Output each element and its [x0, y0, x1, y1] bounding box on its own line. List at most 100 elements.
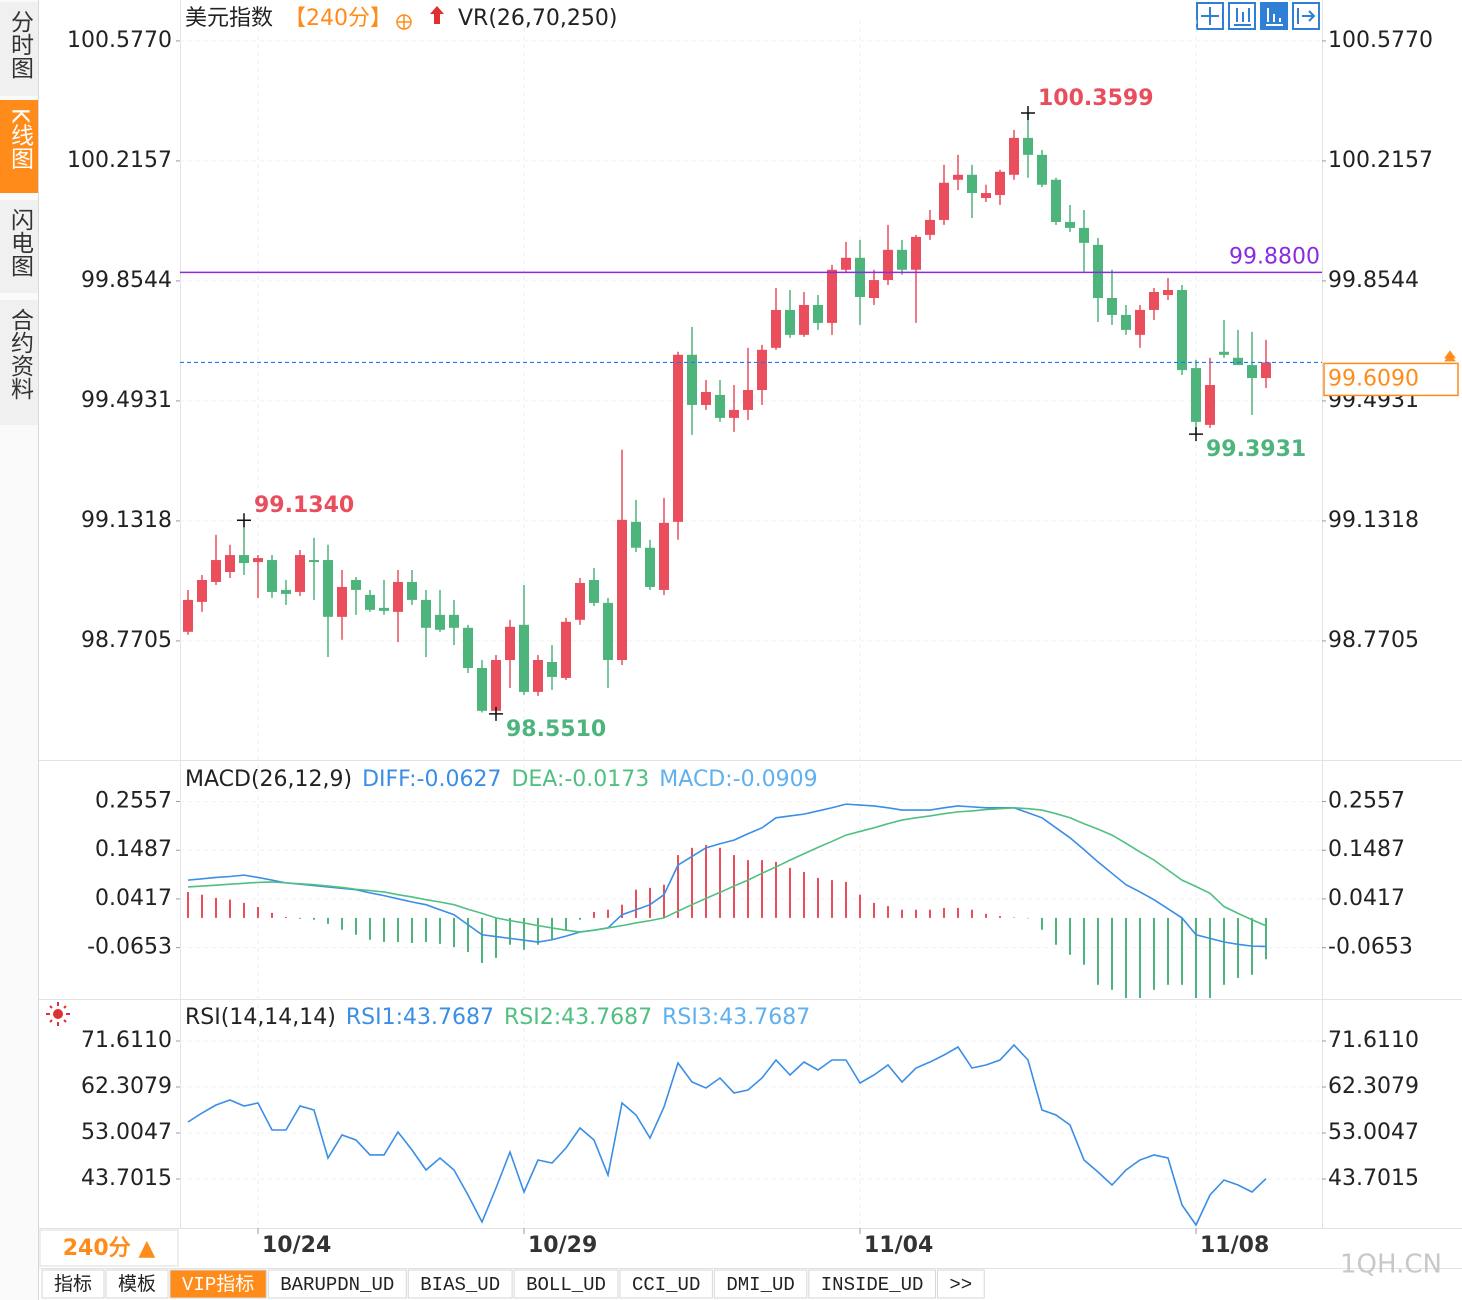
sidebar-tab[interactable] [0, 100, 38, 193]
candle-body [281, 589, 291, 594]
extreme-marker [489, 706, 503, 721]
candle-body [463, 627, 473, 668]
watermark: 1QH.CN [1340, 1250, 1442, 1280]
candle-body [449, 614, 459, 628]
candle-body [617, 519, 627, 661]
footer-tab[interactable]: 指标 [41, 1269, 105, 1299]
y-tick-label-right: 98.7705 [1328, 628, 1419, 653]
candle-body [1247, 365, 1257, 379]
candle-body [1177, 290, 1187, 371]
legend-entry: RSI1:43.7687 [346, 1005, 494, 1030]
footer-tab-bg [169, 1269, 267, 1299]
footer-tab-label: CCI_UD [632, 1274, 700, 1296]
candle-body [1121, 314, 1131, 330]
candle-body [799, 304, 809, 335]
candle-body [365, 594, 375, 610]
y-tick-label-right: 53.0047 [1328, 1120, 1419, 1145]
y-tick-label-right: 0.1487 [1328, 837, 1405, 862]
candle-body [1093, 244, 1103, 298]
candle-body [337, 586, 347, 617]
footer-tab-label: >> [949, 1274, 972, 1296]
candle-body [1191, 368, 1201, 422]
candle-body [771, 309, 781, 348]
footer-tab-label: VIP指标 [182, 1273, 254, 1296]
sun-icon[interactable] [53, 1009, 63, 1019]
footer-tab[interactable]: DMI_UD [713, 1269, 808, 1299]
footer-tab[interactable]: VIP指标 [169, 1269, 267, 1299]
candle-body [645, 547, 655, 587]
sidebar-tab-label: 合约资料 [7, 308, 35, 400]
indicator-line [187, 1043, 1267, 1227]
y-tick-label: 0.0417 [95, 886, 172, 911]
current-price-label: 99.6090 [1328, 366, 1419, 391]
y-tick-label: 99.4931 [81, 388, 172, 413]
footer-tab-bg [513, 1269, 619, 1299]
candle-body [379, 607, 389, 611]
header: 美元指数 【240分】 VR(26,70,250) [185, 6, 617, 31]
footer-tab-label: 指标 [54, 1273, 92, 1296]
candle-body [519, 624, 529, 692]
candle-body [925, 219, 935, 235]
candle-body [1079, 227, 1089, 243]
legend-entry: DIFF:-0.0627 [362, 767, 501, 792]
indicator-title: MACD(26,12,9) [185, 767, 352, 792]
candle-body [1023, 137, 1033, 155]
candle-body [967, 174, 977, 194]
candle-body [869, 280, 879, 298]
footer-tab-label: DMI_UD [726, 1274, 794, 1296]
period-box[interactable] [39, 1229, 179, 1267]
sun-rays [46, 1002, 70, 1026]
y-tick-label: 0.1487 [95, 837, 172, 862]
candle-body [743, 389, 753, 410]
candle-body [1037, 154, 1047, 185]
y-tick-label-right: 0.2557 [1328, 789, 1405, 814]
footer-tab[interactable]: BOLL_UD [513, 1269, 619, 1299]
sidebar-tab[interactable] [0, 2, 38, 96]
legend-entry: RSI3:43.7687 [662, 1005, 810, 1030]
footer-tab-label: INSIDE_UD [821, 1274, 924, 1296]
y-tick-label: 43.7015 [81, 1166, 172, 1191]
extreme-marker [1021, 106, 1035, 121]
candle-body [603, 602, 613, 661]
candle-body [407, 581, 417, 600]
footer-tab[interactable]: BARUPDN_UD [267, 1269, 407, 1299]
legend-entry: RSI2:43.7687 [504, 1005, 652, 1030]
candle-body [239, 555, 249, 564]
candle-body [813, 304, 823, 323]
footer-tab[interactable]: 模板 [105, 1269, 169, 1299]
candle-body [981, 193, 991, 199]
footer-tab-label: 模板 [118, 1273, 156, 1296]
candle-body [757, 349, 767, 390]
y-tick-label: -0.0653 [87, 935, 172, 960]
candle-body [673, 354, 683, 522]
period[interactable]: 【240分】 [284, 6, 392, 31]
sidebar-tab[interactable] [0, 300, 38, 425]
footer-tab[interactable]: CCI_UD [619, 1269, 713, 1299]
candle-body [827, 269, 837, 323]
candle-body [785, 309, 795, 335]
x-tick-label: 11/08 [1200, 1233, 1269, 1258]
candle-body [267, 560, 277, 592]
sidebar-tab[interactable] [0, 200, 38, 293]
extreme-marker [1189, 427, 1203, 442]
candle-body [939, 182, 949, 220]
footer-tab[interactable]: INSIDE_UD [808, 1269, 936, 1299]
candle-body [197, 579, 207, 602]
candle-body [1107, 297, 1117, 315]
tool-icon [1234, 8, 1251, 26]
sidebar-tab-label: 分时图 [7, 10, 34, 79]
candle-body [715, 394, 725, 418]
candle-body [393, 581, 403, 612]
footer-tab[interactable]: >> [936, 1269, 985, 1299]
candle-body [729, 409, 739, 418]
footer-tab[interactable]: BIAS_UD [407, 1269, 513, 1299]
candle-body [1219, 351, 1229, 355]
current-price-arrow [1444, 350, 1456, 362]
y-tick-label: 62.3079 [81, 1074, 172, 1099]
y-tick-label-right: 0.0417 [1328, 886, 1405, 911]
x-tick-label: 10/29 [528, 1233, 597, 1258]
extreme-marker [237, 513, 251, 528]
level-label: 99.8800 [1229, 244, 1320, 269]
footer-tab-bg [267, 1269, 407, 1299]
